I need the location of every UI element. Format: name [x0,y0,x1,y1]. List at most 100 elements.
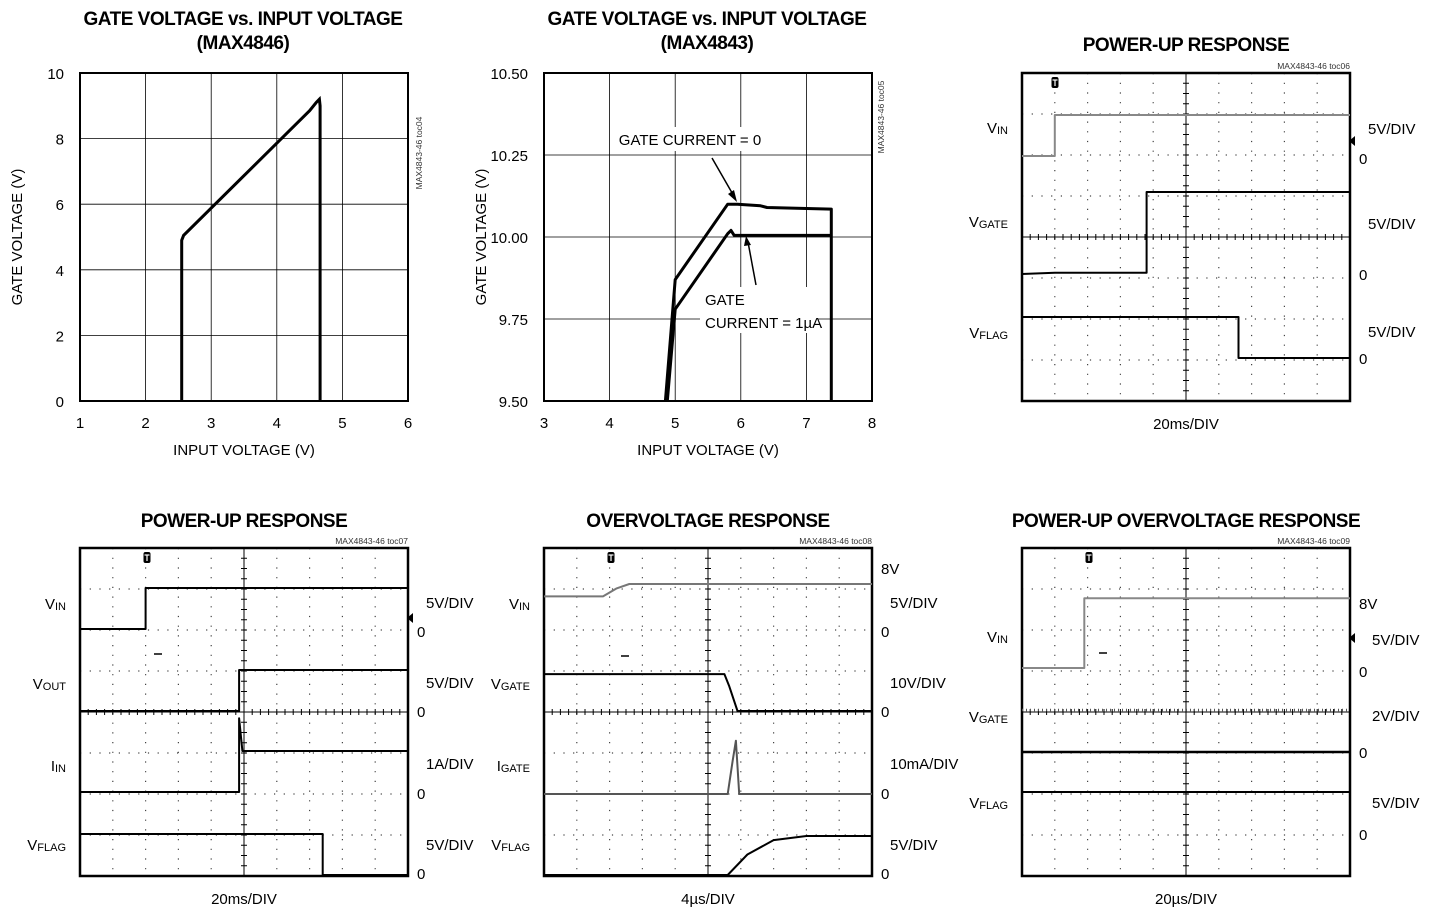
channel-zero: 0 [417,704,425,721]
x-tick-label: 7 [802,415,810,432]
trigger-level-arrow-icon [1349,136,1355,146]
trigger-level-arrow-icon [1349,633,1355,643]
y-tick-label: 10 [47,66,64,83]
trace-iin [80,717,408,793]
chart-title: GATE VOLTAGE vs. INPUT VOLTAGE [84,9,403,30]
annotation-arrowhead [744,236,751,246]
level-label: 8V [881,561,899,578]
x-tick-label: 5 [671,415,679,432]
channel-zero: 0 [417,624,425,641]
annotation-bg [700,287,818,333]
channel-scale: 5V/DIV [426,595,474,612]
annotation-gate-current-0: GATE CURRENT = 0 [619,132,761,149]
channel-scale: 5V/DIV [1372,795,1420,812]
trace-vgate [1021,191,1350,275]
y-tick-label: 0 [56,394,64,411]
series-line [180,95,322,401]
trace-vflag [544,835,872,876]
channel-symbol: V [969,325,979,342]
channel-scale: 10V/DIV [890,675,946,692]
channel-scale: 2V/DIV [1372,708,1420,725]
y-tick-label: 8 [56,132,64,149]
y-tick-label: 6 [56,197,64,214]
y-tick-label: 4 [56,263,64,280]
channel-label: VGATE [969,709,1008,726]
channel-zero: 0 [417,866,425,883]
channel-label: IGATE [497,758,530,775]
plot-frame [79,72,409,402]
channel-subscript: IN [55,601,66,613]
x-tick-label: 3 [207,415,215,432]
trace-vgate [544,673,872,712]
annotation-arrow [711,157,736,199]
y-tick-label: 2 [56,328,64,345]
channel-subscript: OUT [43,681,67,693]
trace-vin [1022,597,1350,669]
channel-scale: 5V/DIV [426,675,474,692]
channel-label: VIN [987,629,1008,646]
channel-symbol: V [45,596,55,613]
channel-symbol: V [969,795,979,812]
channel-zero: 0 [881,704,889,721]
channel-subscript: IN [997,125,1008,137]
figure-code: MAX4843-46 toc05 [876,80,886,153]
channel-label: VFLAG [27,837,66,854]
channel-scale: 5V/DIV [1372,632,1420,649]
channel-symbol: I [51,758,55,775]
trace-vout [80,669,408,712]
x-tick-label: 4 [605,415,613,432]
y-tick-label: 10.50 [490,66,528,83]
timebase-label: 20ms/DIV [211,891,277,908]
figure-code: MAX4843-46 toc06 [1277,61,1350,71]
timebase-label: 4µs/DIV [681,891,735,908]
chart-c2: GATE VOLTAGE vs. INPUT VOLTAGE (MAX4843)… [473,9,886,459]
channel-zero: 0 [1359,827,1367,844]
channel-label: VFLAG [491,837,530,854]
channel-label: VIN [509,596,530,613]
figure-code: MAX4843-46 toc08 [799,536,872,546]
channel-label: VOUT [33,676,67,693]
channel-subscript: IN [55,763,66,775]
y-tick-label: 10.00 [490,230,528,247]
channel-scale: 5V/DIV [1368,324,1416,341]
chart-title: POWER-UP RESPONSE [1083,35,1290,56]
x-tick-label: 6 [404,415,412,432]
channel-symbol: V [969,709,979,726]
channel-scale: 5V/DIV [1368,121,1416,138]
channel-subscript: IN [997,634,1008,646]
channel-subscript: FLAG [501,842,530,854]
series-line-0 [663,202,833,402]
channel-zero: 0 [417,786,425,803]
x-tick-label: 2 [141,415,149,432]
trace-vin [1022,114,1350,157]
channel-symbol: V [27,837,37,854]
chart-c1: GATE VOLTAGE vs. INPUT VOLTAGE (MAX4846)… [9,9,424,459]
channel-label: IIN [51,758,66,775]
chart-title: POWER-UP OVERVOLTAGE RESPONSE [1012,511,1360,532]
x-axis-label: INPUT VOLTAGE (V) [173,442,315,459]
y-tick-label: 10.25 [490,148,528,165]
channel-label: VGATE [491,676,530,693]
y-axis-label: GATE VOLTAGE (V) [473,169,490,306]
x-tick-label: 4 [273,415,281,432]
figure-code: MAX4843-46 toc04 [414,116,424,189]
channel-symbol: V [509,596,519,613]
annotation-gate-current-1ua-line1: GATE [705,292,745,309]
series-line-1 [665,228,832,402]
channel-symbol: V [33,676,43,693]
channel-symbol: V [987,629,997,646]
channel-symbol: V [969,214,979,231]
trace-vflag [80,833,408,876]
channel-subscript: IN [519,601,530,613]
channel-zero: 0 [1359,267,1367,284]
channel-subscript: FLAG [979,330,1008,342]
annotation-arrowhead [728,190,737,202]
chart-c6: POWER-UP OVERVOLTAGE RESPONSE MAX4843-46 … [969,511,1420,908]
channel-symbol: V [491,676,501,693]
channel-subscript: FLAG [979,800,1008,812]
channel-label: VIN [45,596,66,613]
chart-subtitle: (MAX4846) [197,33,290,54]
annotation-gate-current-1ua-line2: CURRENT = 1µA [705,315,822,332]
channel-subscript: GATE [501,763,530,775]
